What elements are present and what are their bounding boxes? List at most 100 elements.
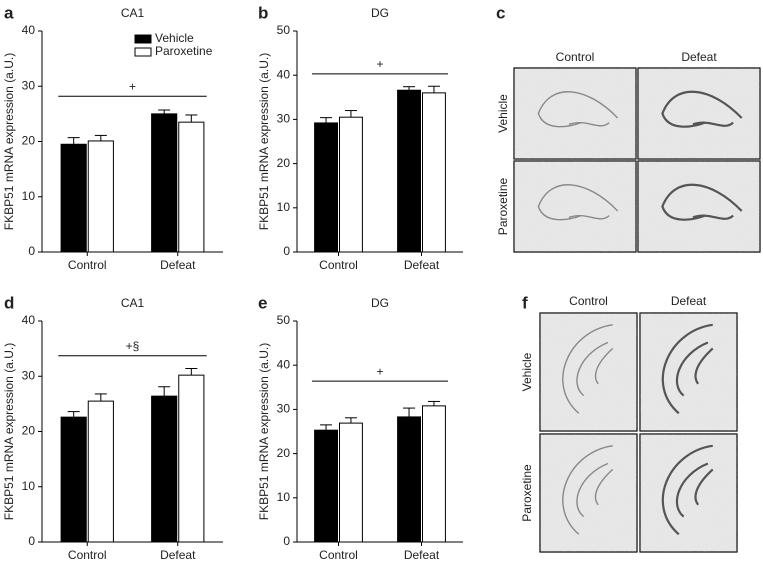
y-tick-label: 40 — [22, 23, 36, 37]
y-axis-label: FKBP51 mRNA expression (a.U.) — [257, 53, 271, 230]
panel-label: c — [496, 3, 505, 22]
row-label: Vehicle — [496, 94, 510, 133]
x-tick-label: Control — [319, 548, 358, 561]
significance-label: + — [129, 79, 136, 93]
bar — [339, 116, 363, 253]
y-tick-label: 20 — [277, 156, 291, 170]
section-texture — [640, 434, 737, 552]
y-tick-label: 50 — [277, 313, 291, 327]
brain-section — [637, 67, 761, 160]
bar — [87, 400, 114, 543]
y-tick-label: 20 — [277, 446, 291, 460]
section-texture — [638, 68, 760, 159]
panel-label: b — [258, 3, 268, 22]
section-texture — [540, 313, 637, 431]
y-tick-label: 10 — [22, 479, 36, 493]
section-texture — [514, 161, 636, 252]
y-tick-label: 0 — [283, 244, 290, 258]
brain-section — [513, 67, 637, 160]
y-axis-label: FKBP51 mRNA expression (a.U.) — [2, 343, 16, 520]
y-tick-label: 50 — [277, 23, 291, 37]
section-texture — [640, 313, 737, 431]
bar — [397, 89, 422, 253]
chart-title: CA1 — [121, 296, 145, 310]
significance-label: + — [376, 57, 383, 71]
y-tick-label: 30 — [22, 78, 36, 92]
y-tick-label: 10 — [22, 189, 36, 203]
section-structure — [537, 91, 619, 128]
column-label: Control — [569, 294, 608, 308]
y-tick-label: 0 — [28, 534, 35, 548]
bar — [151, 113, 178, 253]
panel-label: f — [522, 293, 528, 312]
brain-section — [539, 312, 638, 432]
legend-swatch — [134, 34, 152, 44]
y-tick-label: 20 — [22, 424, 36, 438]
y-axis-label: FKBP51 mRNA expression (a.U.) — [257, 343, 271, 520]
section-structure — [537, 184, 619, 221]
bar — [397, 416, 422, 543]
column-label: Control — [556, 50, 595, 64]
row-label: Paroxetine — [496, 177, 510, 235]
y-axis-label: FKBP51 mRNA expression (a.U.) — [2, 53, 16, 230]
panel-label: a — [4, 3, 14, 22]
column-label: Defeat — [681, 50, 717, 64]
x-tick-label: Defeat — [160, 548, 196, 561]
y-tick-label: 10 — [277, 200, 291, 214]
section-texture — [540, 434, 637, 552]
chart-title: CA1 — [121, 6, 145, 20]
bar — [314, 122, 339, 253]
legend-swatch — [134, 47, 152, 57]
brain-section — [639, 433, 738, 553]
bar — [339, 422, 363, 543]
section-structure — [661, 183, 743, 221]
x-tick-label: Control — [68, 258, 107, 272]
y-tick-label: 0 — [28, 244, 35, 258]
column-label: Defeat — [671, 294, 707, 308]
bar — [314, 429, 339, 543]
panel-label: e — [258, 293, 267, 312]
y-tick-label: 40 — [277, 67, 291, 81]
chart-title: DG — [371, 6, 389, 20]
y-tick-label: 10 — [277, 490, 291, 504]
section-structure — [562, 445, 614, 535]
section-structure — [661, 90, 743, 128]
chart-title: DG — [371, 296, 389, 310]
y-tick-label: 40 — [22, 313, 36, 327]
panel-label: d — [4, 293, 14, 312]
row-label: Vehicle — [520, 352, 534, 391]
y-tick-label: 0 — [283, 534, 290, 548]
x-tick-label: Control — [68, 548, 107, 561]
section-texture — [514, 68, 636, 159]
section-texture — [638, 161, 760, 252]
brain-section — [637, 160, 761, 253]
section-structure — [562, 324, 614, 414]
bar — [87, 140, 114, 253]
brain-section — [513, 160, 637, 253]
section-structure — [661, 444, 714, 536]
legend-label: Vehicle — [155, 31, 194, 45]
y-tick-label: 30 — [277, 112, 291, 126]
bar — [60, 143, 87, 253]
significance-label: + — [376, 364, 383, 378]
bar — [151, 395, 178, 543]
bar — [422, 92, 446, 253]
significance-label: +§ — [126, 339, 140, 353]
brain-section — [639, 312, 738, 432]
y-tick-label: 30 — [22, 368, 36, 382]
x-tick-label: Control — [319, 258, 358, 272]
brain-section — [539, 433, 638, 553]
bar — [422, 405, 446, 543]
bar — [178, 374, 205, 543]
bar — [178, 121, 205, 253]
row-label: Paroxetine — [520, 464, 534, 522]
y-tick-label: 30 — [277, 402, 291, 416]
x-tick-label: Defeat — [160, 258, 196, 272]
x-tick-label: Defeat — [404, 548, 440, 561]
y-tick-label: 20 — [22, 134, 36, 148]
x-tick-label: Defeat — [404, 258, 440, 272]
legend-label: Paroxetine — [155, 44, 213, 58]
section-structure — [661, 323, 714, 415]
y-tick-label: 40 — [277, 357, 291, 371]
